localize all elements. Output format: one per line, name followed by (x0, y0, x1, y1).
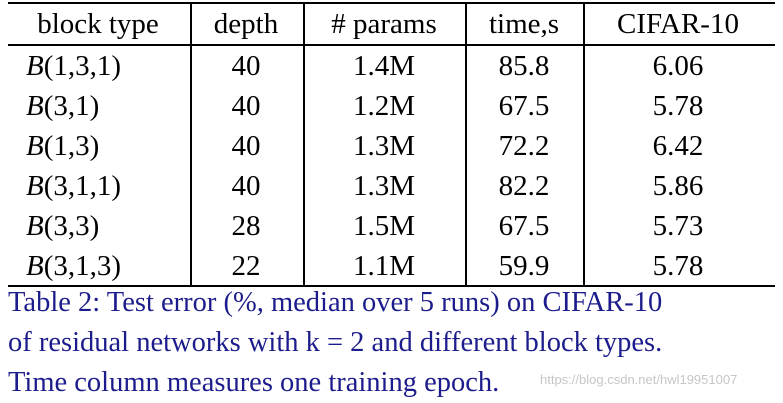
table-cell: 59.9 (498, 250, 550, 282)
table-cell: B(3,1,1) (26, 170, 122, 202)
table-cell: 5.78 (652, 90, 704, 122)
column-rule (303, 2, 305, 287)
header-rule (8, 44, 775, 46)
table-cell: 1.2M (352, 90, 416, 122)
header-cell: depth (213, 8, 279, 40)
table-cell: B(3,1,3) (26, 250, 122, 282)
table-cell: 6.42 (652, 130, 704, 162)
table-cell: 1.1M (352, 250, 416, 282)
header-cell: CIFAR-10 (617, 8, 739, 40)
table-cell: 40 (231, 50, 261, 82)
caption-line: Table 2: Test error (%, median over 5 ru… (8, 287, 663, 318)
table-cell: B(3,1) (26, 90, 100, 122)
header-cell: block type (37, 8, 159, 40)
table-cell: 67.5 (498, 90, 550, 122)
table-cell: 1.3M (352, 130, 416, 162)
table-cell: 40 (231, 130, 261, 162)
table-cell: 5.86 (652, 170, 704, 202)
table-cell: 40 (231, 90, 261, 122)
table-cell: B(3,3) (26, 210, 100, 242)
table-cell: 67.5 (498, 210, 550, 242)
table-cell: 82.2 (498, 170, 550, 202)
table-cell: B(1,3,1) (26, 50, 122, 82)
table-cell: 6.06 (652, 50, 704, 82)
table-cell: 72.2 (498, 130, 550, 162)
table-cell: 1.3M (352, 170, 416, 202)
table-cell: 5.73 (652, 210, 704, 242)
table-cell: 85.8 (498, 50, 550, 82)
watermark: https://blog.csdn.net/hwl19951007 (540, 372, 738, 387)
column-rule (190, 2, 192, 287)
header-cell: time,s (488, 8, 560, 40)
column-rule (465, 2, 467, 287)
caption-line: of residual networks with k = 2 and diff… (8, 327, 663, 358)
table-cell: 1.4M (352, 50, 416, 82)
bottom-rule (8, 285, 775, 287)
table-cell: 40 (231, 170, 261, 202)
table-cell: 28 (231, 210, 261, 242)
table-cell: 1.5M (352, 210, 416, 242)
table-cell: 22 (231, 250, 261, 282)
caption-line: Time column measures one training epoch. (8, 367, 500, 398)
header-cell: # params (331, 8, 437, 40)
table-cell: B(1,3) (26, 130, 100, 162)
column-rule (583, 2, 585, 287)
table-cell: 5.78 (652, 250, 704, 282)
top-rule (8, 2, 775, 4)
